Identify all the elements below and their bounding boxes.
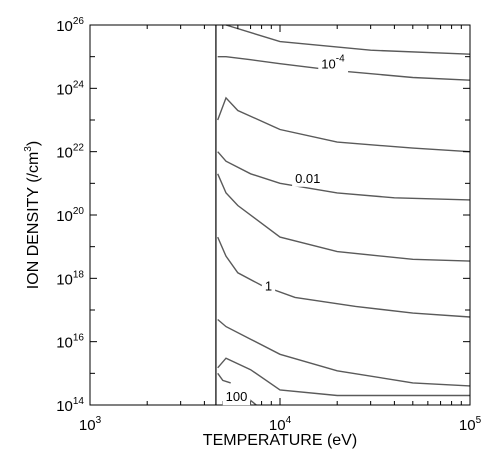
contour-label-bg — [318, 52, 349, 73]
x-tick-label: 104 — [269, 415, 292, 434]
y-tick-label: 1020 — [56, 206, 84, 225]
contour-lines — [217, 24, 471, 406]
contour-line-8 — [217, 372, 231, 384]
plot-frame — [89, 24, 471, 406]
contour-label-5: 1 — [265, 278, 272, 293]
axis-ticks: 103 104 105 1014 1016 1018 1020 1022 1024 1026 — [56, 16, 481, 434]
x-tick-label: 105 — [459, 415, 482, 434]
contour-label-8: 100 — [226, 389, 248, 404]
contour-line-6 — [217, 318, 471, 387]
contour-label-bg — [261, 277, 276, 295]
y-tick-label: 1024 — [56, 79, 84, 98]
contour-label-3: 0.01 — [295, 171, 320, 186]
y-tick-label: 1016 — [56, 333, 84, 352]
y-axis-title-close: ) — [25, 141, 42, 146]
y-axis-title-exp: 3 — [23, 146, 34, 152]
y-tick-label: 1022 — [56, 143, 84, 162]
y-axis-title-main: ION DENSITY (/cm — [25, 152, 42, 290]
y-tick-label: 1014 — [56, 396, 84, 415]
x-tick-label: 103 — [79, 415, 102, 434]
contour-line-1 — [217, 56, 471, 81]
y-tick-label: 1018 — [56, 269, 84, 288]
contour-line-7 — [217, 357, 470, 397]
x-axis-title: TEMPERATURE (eV) — [203, 432, 357, 449]
contour-line-2 — [217, 96, 471, 153]
contour-label-bg — [222, 388, 251, 406]
y-axis-title: ION DENSITY (/cm3) — [23, 141, 42, 289]
contour-line-4 — [217, 173, 471, 262]
contour-line-5 — [217, 236, 471, 318]
contour-labels: 10-4 0.01 1 100 — [222, 52, 349, 406]
contour-line-3 — [217, 151, 471, 201]
contour-label-bg — [292, 169, 324, 187]
contour-label-1: 10-4 — [321, 54, 345, 72]
y-tick-label: 1026 — [56, 16, 84, 35]
contour-line-0 — [225, 24, 471, 55]
